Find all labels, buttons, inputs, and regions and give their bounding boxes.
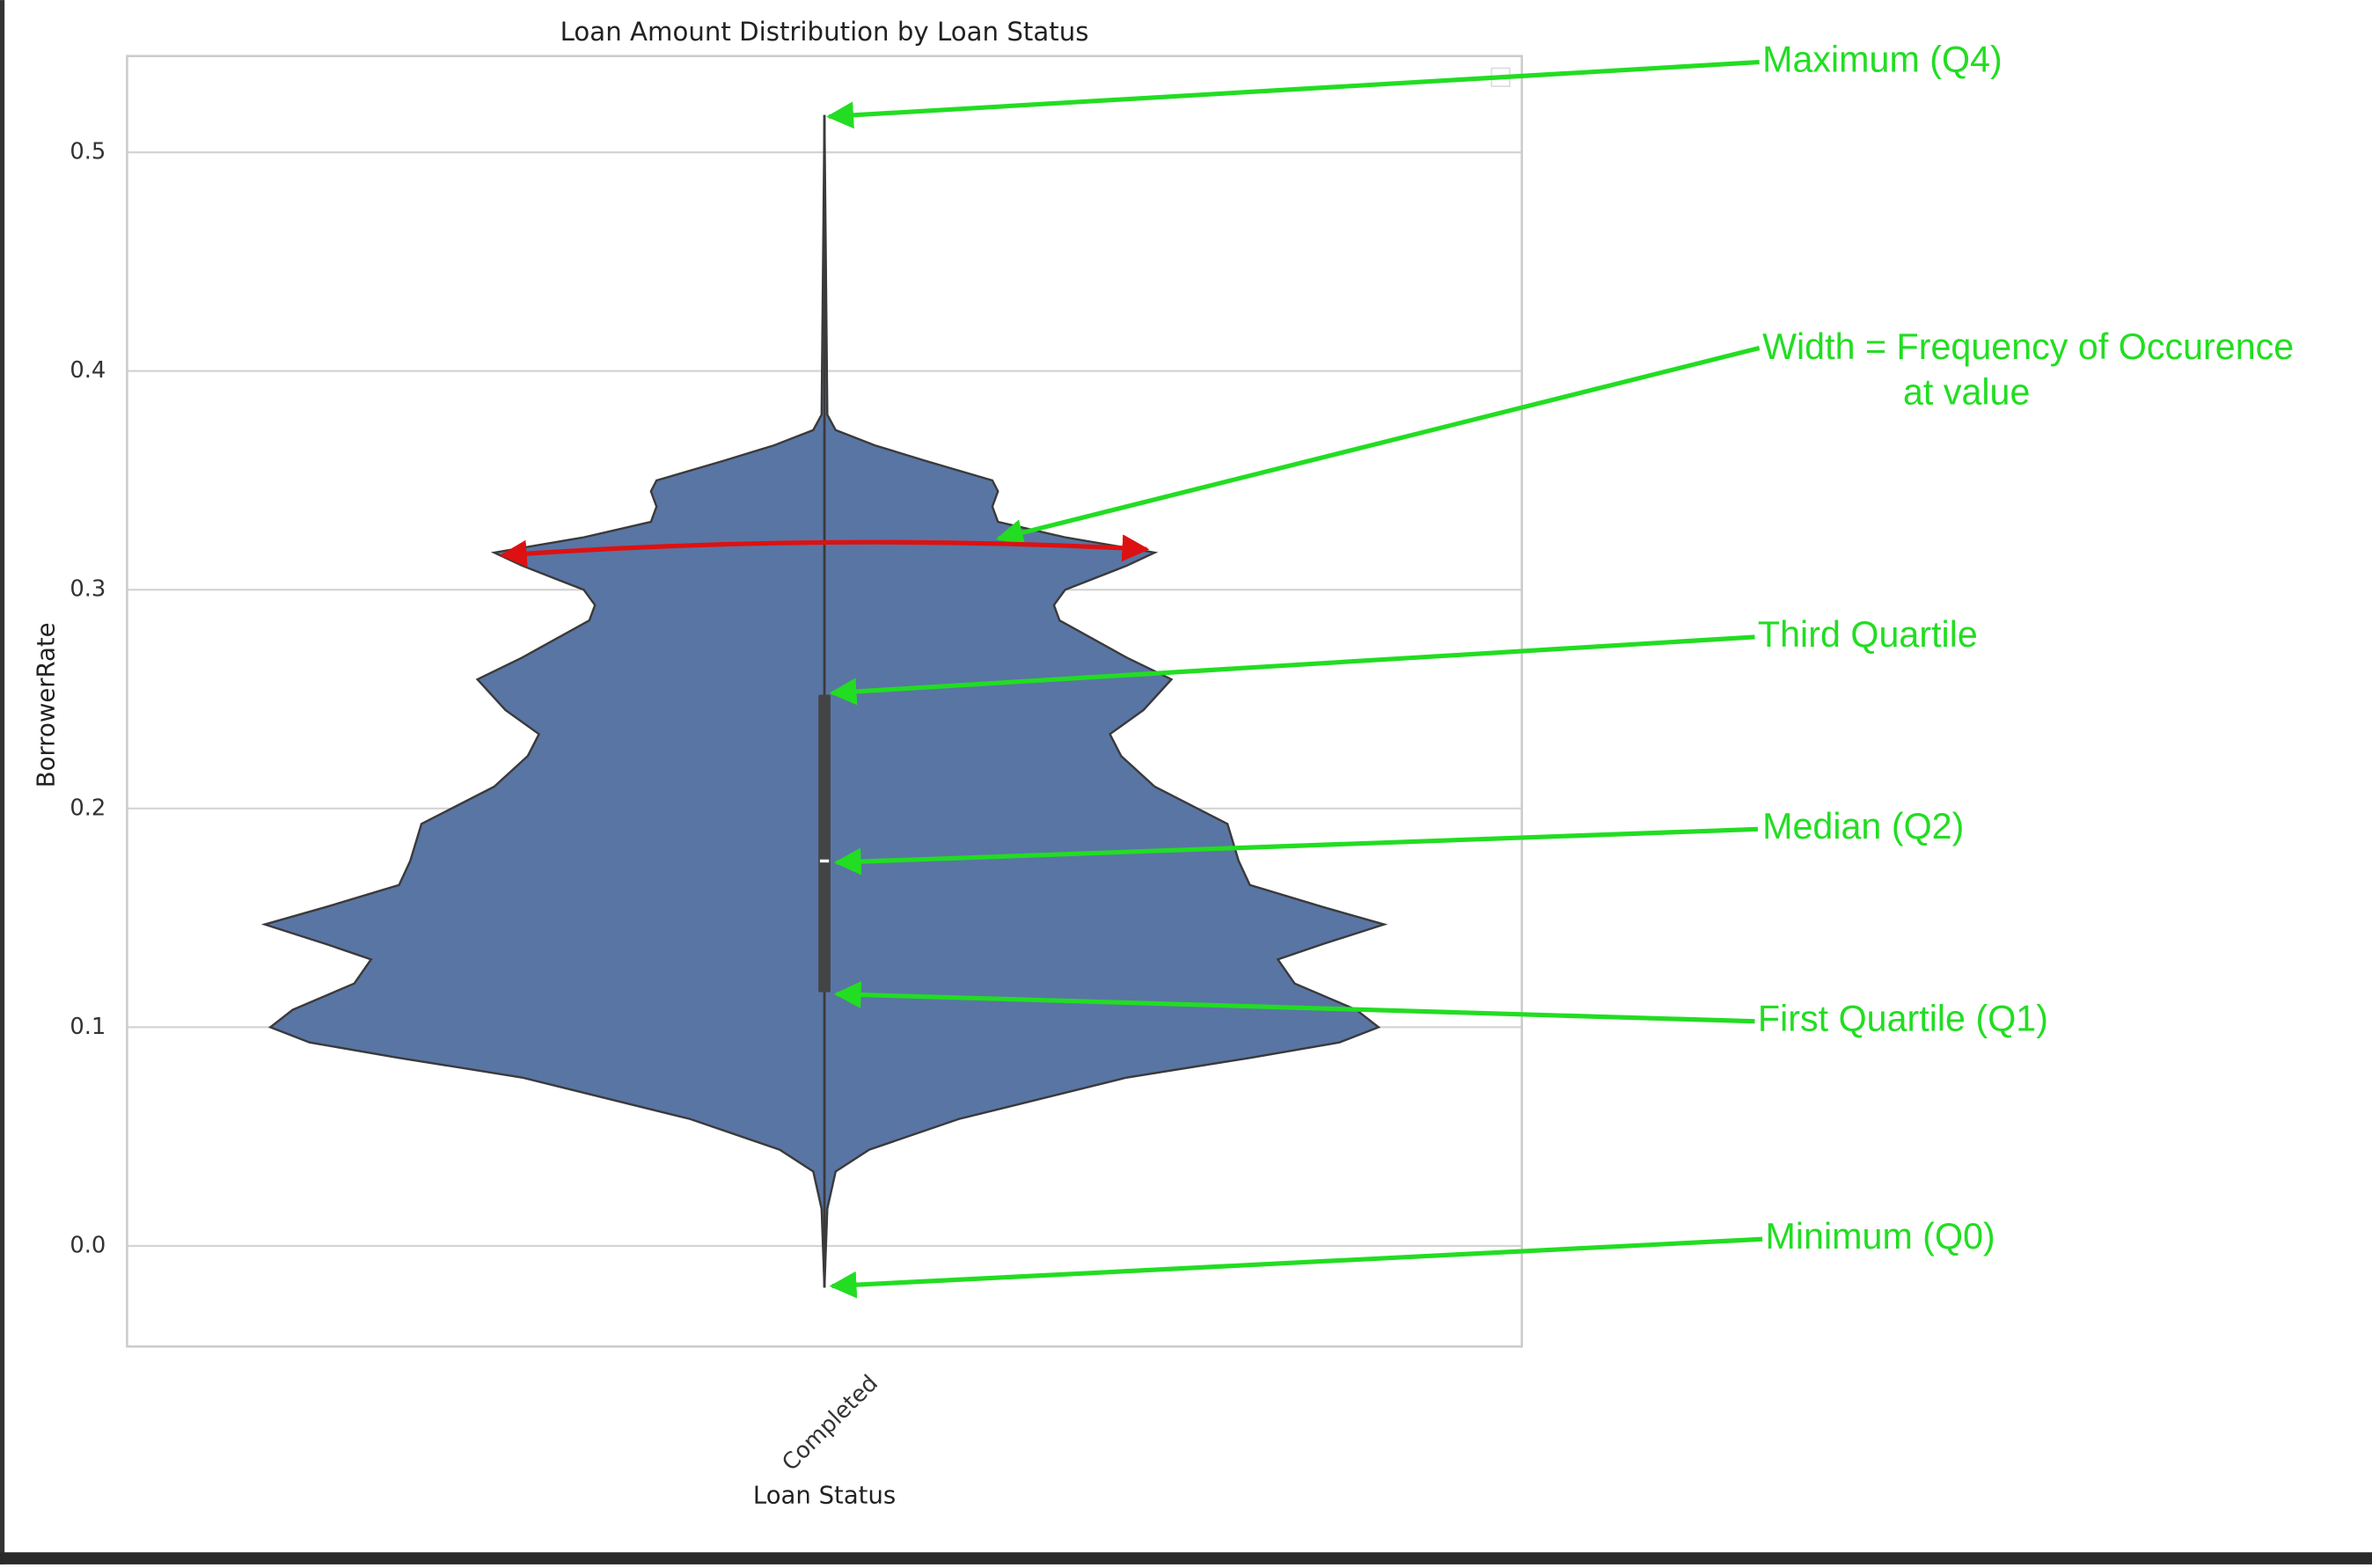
annotation-text: Median (Q2) bbox=[1762, 806, 1964, 846]
y-tick-label: 0.3 bbox=[70, 576, 106, 603]
violin-half bbox=[824, 114, 1385, 1288]
arrow bbox=[833, 826, 1759, 876]
plot-area bbox=[127, 114, 1522, 1288]
y-tick-label: 0.5 bbox=[70, 139, 106, 165]
window-edge bbox=[0, 0, 5, 1564]
y-tick-label: 0.4 bbox=[70, 357, 106, 384]
chart-title: Loan Amount Distribution by Loan Status bbox=[560, 17, 1089, 47]
arrow bbox=[995, 346, 1761, 546]
x-axis-label: Loan Status bbox=[753, 1482, 896, 1510]
annotation-text: Minimum (Q0) bbox=[1766, 1216, 1995, 1257]
y-tick-label: 0.1 bbox=[70, 1014, 106, 1040]
violin-outline bbox=[823, 114, 1388, 1288]
y-tick-label: 0.0 bbox=[70, 1232, 106, 1258]
y-tick-label: 0.2 bbox=[70, 795, 106, 821]
width-arrow bbox=[499, 534, 1150, 568]
annotation-text: at value bbox=[1903, 372, 2030, 413]
annotation-text: Width = Frequency of Occurence bbox=[1762, 326, 2294, 367]
violin-outline bbox=[260, 114, 826, 1288]
annotations: Maximum (Q4) Width = Frequency of Occuren… bbox=[1758, 39, 2294, 1257]
arrow bbox=[833, 981, 1755, 1024]
y-axis-label: BorrowerRate bbox=[32, 622, 60, 788]
violin-half bbox=[264, 114, 825, 1288]
arrow bbox=[829, 1236, 1763, 1299]
annotation-text: Maximum (Q4) bbox=[1762, 39, 2002, 79]
annotation-text: Third Quartile bbox=[1758, 614, 1978, 655]
annotation-text: First Quartile (Q1) bbox=[1758, 999, 2048, 1039]
annotation-arrows bbox=[499, 59, 1763, 1299]
axes-frame bbox=[126, 55, 1523, 1348]
window-edge bbox=[0, 1552, 2372, 1564]
arrow bbox=[826, 59, 1760, 129]
arrow bbox=[829, 634, 1755, 706]
box bbox=[818, 694, 831, 993]
